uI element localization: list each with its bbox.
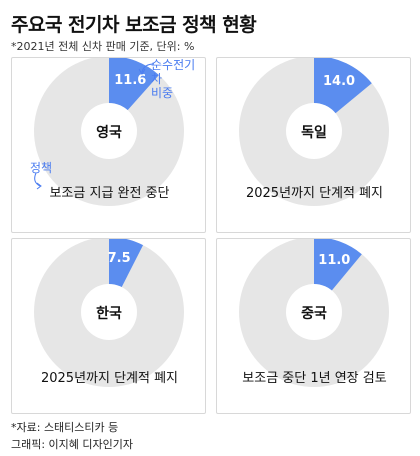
policy-label: 보조금 중단 1년 연장 검토 (242, 371, 387, 386)
donut-chart-china (239, 239, 389, 387)
value-label: 11.0 (318, 253, 351, 269)
country-label: 중국 (301, 306, 327, 322)
ev-share-annotation: 순수전기차 비중 (151, 58, 205, 100)
policy-label: 보조금 지급 완전 중단 (49, 186, 170, 201)
chart-card-china: 중국 11.0 보조금 중단 1년 연장 검토 (216, 238, 411, 414)
value-label: 7.5 (107, 251, 131, 267)
donut-chart-uk (34, 58, 184, 206)
ev-share-annotation-line1: 순수전기차 (151, 58, 196, 86)
donut-chart-korea (34, 239, 184, 387)
value-label: 14.0 (322, 74, 356, 90)
chart-card-korea: 한국 7.5 2025년까지 단계적 폐지 (11, 238, 206, 414)
policy-label: 2025년까지 단계적 폐지 (245, 186, 384, 201)
page-title: 주요국 전기차 보조금 정책 현황 (11, 14, 257, 36)
donut-hole (81, 103, 137, 159)
source-note: *자료: 스태티스티카 등 (11, 421, 119, 434)
donut-hole (286, 284, 342, 340)
country-label: 한국 (96, 306, 122, 322)
donut-hole (286, 103, 342, 159)
country-label: 독일 (301, 125, 327, 141)
chart-card-germany: 독일 14.0 2025년까지 단계적 폐지 (216, 57, 411, 233)
donut-chart-germany (239, 58, 389, 206)
value-label: 11.6 (114, 72, 147, 88)
graphic-credit: 그래픽: 이지혜 디자인기자 (11, 438, 134, 451)
policy-label: 2025년까지 단계적 폐지 (40, 371, 179, 386)
ev-share-annotation-line2: 비중 (151, 86, 174, 100)
chart-card-uk: 영국 11.6 보조금 지급 완전 중단 순수전기차 비중 정책 (11, 57, 206, 233)
country-label: 영국 (96, 125, 122, 141)
page-subtitle: *2021년 전체 신차 판매 기준, 단위: % (11, 40, 195, 53)
donut-hole (81, 284, 137, 340)
policy-annotation: 정책 (30, 161, 53, 175)
